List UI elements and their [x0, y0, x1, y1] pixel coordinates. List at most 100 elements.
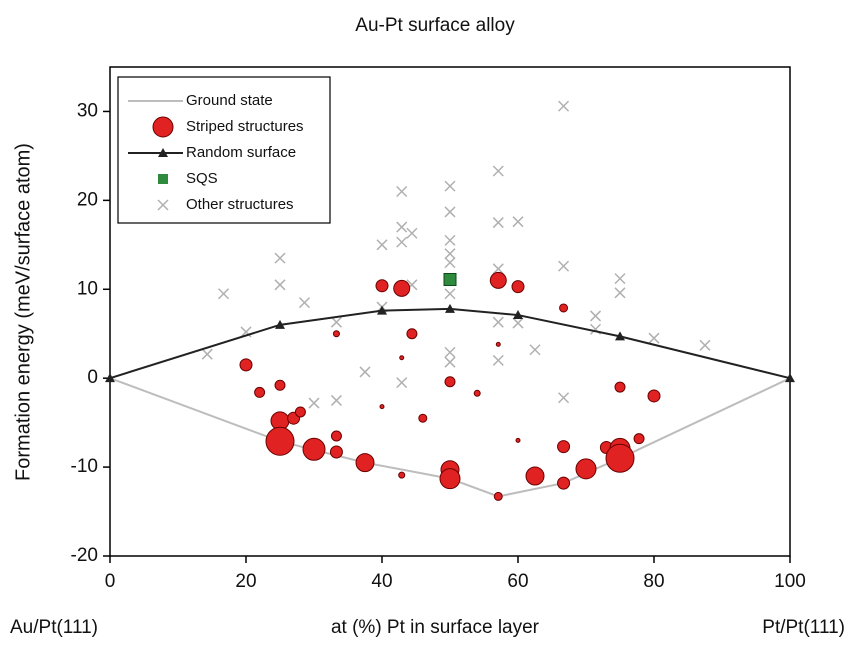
x-stroke — [308, 397, 320, 409]
x-stroke — [529, 344, 541, 356]
x-tick-label: 60 — [507, 571, 528, 592]
x-marker — [614, 273, 626, 285]
bubble — [575, 458, 597, 480]
x-stroke — [396, 236, 408, 248]
triangle-point — [105, 373, 115, 383]
x-stroke — [157, 199, 169, 211]
x-marker — [492, 354, 504, 366]
x-stroke — [444, 288, 456, 300]
x-tick-label: 20 — [235, 571, 256, 592]
bubble — [406, 328, 418, 340]
annotation: Pt/Pt(111) — [762, 617, 845, 638]
legend-label: Random surface — [186, 144, 296, 161]
x-stroke — [492, 263, 504, 275]
y-tick-label: -20 — [71, 545, 98, 566]
y-tick-label: 0 — [87, 367, 98, 388]
x-stroke — [201, 348, 213, 360]
x-marker — [330, 316, 342, 328]
bubble — [439, 468, 461, 490]
bubble — [302, 437, 326, 461]
x-stroke — [444, 257, 456, 269]
x-stroke — [406, 227, 418, 239]
x-stroke — [274, 279, 286, 291]
x-stroke — [359, 366, 371, 378]
x-stroke — [492, 217, 504, 229]
x-marker — [648, 332, 660, 344]
x-marker — [444, 180, 456, 192]
plot-frame — [109, 66, 791, 557]
bubble — [515, 437, 521, 443]
legend-label: Other structures — [186, 196, 294, 213]
x-stroke — [218, 288, 230, 300]
x-marker — [444, 248, 456, 260]
x-marker — [308, 397, 320, 409]
x-stroke — [558, 260, 570, 272]
legend-square — [158, 174, 168, 184]
bubble — [329, 445, 343, 459]
x-stroke — [648, 332, 660, 344]
x-stroke — [444, 206, 456, 218]
bubble — [254, 386, 266, 398]
x-stroke — [492, 316, 504, 328]
legend-triangle — [158, 148, 168, 157]
x-tick-label: 40 — [371, 571, 392, 592]
x-marker — [614, 287, 626, 299]
x-stroke — [614, 273, 626, 285]
bubble — [265, 426, 295, 456]
bubble — [633, 433, 645, 445]
x-marker — [298, 297, 311, 309]
x-stroke — [558, 392, 570, 404]
x-marker — [512, 317, 524, 329]
legend: Ground state Striped structures Random sur… — [117, 76, 331, 224]
x-marker — [274, 252, 286, 264]
x-stroke — [512, 216, 524, 228]
bubble — [559, 303, 569, 313]
x-marker — [444, 206, 456, 218]
x-stroke — [330, 394, 342, 406]
x-marker — [444, 346, 456, 358]
x-marker — [218, 288, 230, 300]
x-stroke — [492, 354, 504, 366]
x-tick-label: 100 — [774, 571, 806, 592]
x-marker — [558, 392, 570, 404]
x-stroke — [699, 339, 711, 351]
y-tick-label: 10 — [77, 278, 98, 299]
x-stroke — [396, 185, 408, 198]
x-stroke — [396, 221, 408, 233]
bubble — [489, 271, 507, 289]
x-marker — [330, 394, 342, 406]
bubble — [557, 440, 571, 454]
x-marker — [492, 316, 504, 328]
bubble — [239, 358, 253, 372]
x-stroke — [444, 346, 456, 358]
x-marker — [529, 344, 541, 356]
chart-title: Au-Pt surface alloy — [355, 15, 515, 36]
x-stroke — [444, 248, 456, 260]
x-stroke — [274, 252, 286, 264]
bubble — [393, 279, 411, 297]
y-axis-label: Formation energy (meV/surface atom) — [12, 143, 34, 481]
legend-label: SQS — [186, 170, 218, 187]
legend-bubble — [152, 116, 174, 138]
x-axis-label: at (%) Pt in surface layer — [331, 617, 540, 638]
x-marker — [492, 165, 504, 177]
bubble — [557, 476, 571, 490]
x-marker — [444, 356, 456, 368]
triangle-point — [445, 303, 455, 313]
bubble — [399, 355, 405, 361]
x-marker — [201, 348, 213, 360]
bubble — [294, 406, 306, 418]
bubble — [605, 443, 635, 473]
x-marker — [492, 263, 504, 275]
x-stroke — [492, 165, 504, 177]
x-marker — [274, 279, 286, 291]
x-stroke — [444, 234, 456, 246]
x-marker — [492, 217, 504, 229]
x-marker — [512, 216, 524, 228]
bubble — [330, 430, 342, 442]
series-line — [109, 307, 791, 380]
bubble — [647, 389, 661, 403]
x-marker — [558, 260, 570, 272]
triangle-point — [615, 331, 625, 341]
